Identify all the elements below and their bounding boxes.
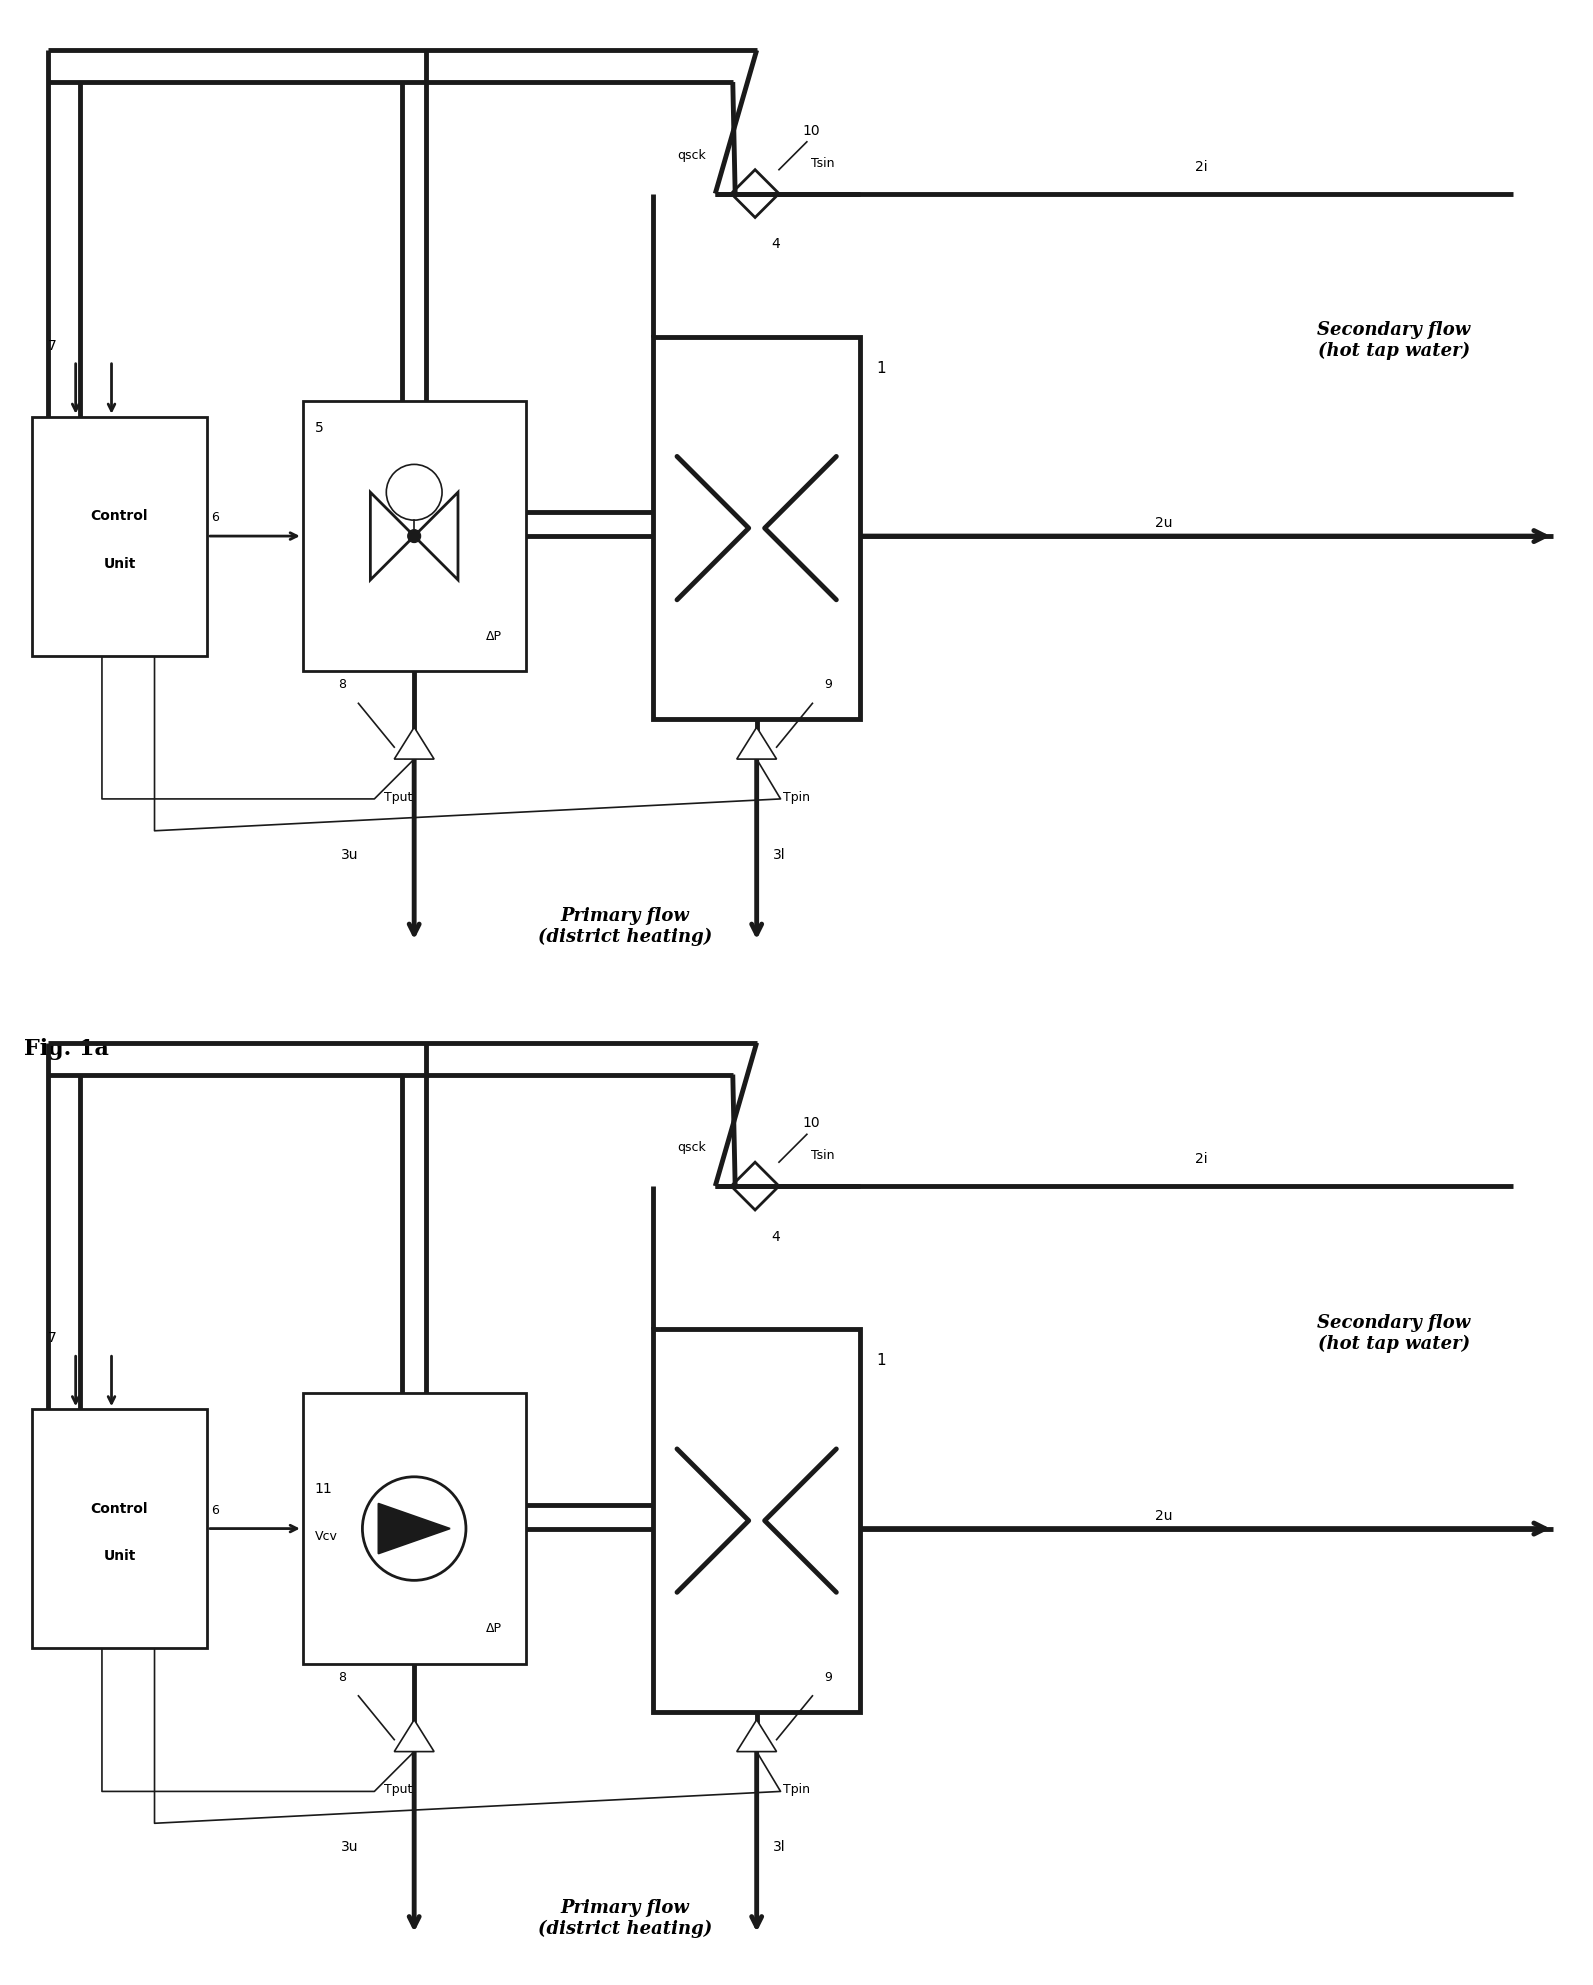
Polygon shape (395, 1719, 433, 1751)
Text: 3l: 3l (773, 1840, 785, 1854)
Text: 9: 9 (825, 679, 832, 691)
Text: 5: 5 (315, 421, 323, 435)
Text: qsck: qsck (677, 1141, 706, 1153)
Text: Secondary flow
(hot tap water): Secondary flow (hot tap water) (1317, 1314, 1470, 1354)
Text: 7: 7 (48, 339, 56, 353)
Text: 4: 4 (771, 1231, 779, 1245)
Text: 2u: 2u (1155, 1509, 1172, 1522)
Text: 1: 1 (876, 361, 886, 375)
Text: 1: 1 (876, 1354, 886, 1368)
Text: 11: 11 (315, 1481, 333, 1497)
Text: 9: 9 (825, 1671, 832, 1683)
Text: Primary flow
(district heating): Primary flow (district heating) (538, 907, 712, 947)
Text: Tput: Tput (384, 1783, 413, 1796)
Bar (32, 417, 207, 655)
Polygon shape (395, 727, 433, 758)
Bar (303, 401, 526, 671)
Text: 3l: 3l (773, 848, 785, 861)
Polygon shape (738, 1719, 777, 1751)
Text: 2u: 2u (1155, 516, 1172, 530)
Text: 4: 4 (771, 238, 779, 252)
Text: ΔP: ΔP (486, 629, 502, 643)
Text: Tpin: Tpin (784, 790, 809, 804)
Text: ΔP: ΔP (486, 1622, 502, 1636)
Text: Primary flow
(district heating): Primary flow (district heating) (538, 1900, 712, 1939)
Text: 2i: 2i (1195, 159, 1207, 173)
Text: 10: 10 (803, 123, 820, 137)
Text: 8: 8 (338, 1671, 347, 1683)
Text: Tsin: Tsin (811, 157, 835, 169)
Text: 3u: 3u (341, 848, 358, 861)
Text: Secondary flow
(hot tap water): Secondary flow (hot tap water) (1317, 322, 1470, 361)
Circle shape (408, 530, 421, 542)
Polygon shape (738, 727, 777, 758)
Bar (653, 337, 860, 719)
Text: 6: 6 (212, 510, 218, 524)
Text: qsck: qsck (677, 149, 706, 161)
Bar (303, 1393, 526, 1663)
Text: Fig. 1a: Fig. 1a (24, 1038, 108, 1060)
Text: Tput: Tput (384, 790, 413, 804)
Text: 8: 8 (338, 679, 347, 691)
Text: 6: 6 (212, 1503, 218, 1517)
Bar (653, 1330, 860, 1711)
Text: Control: Control (91, 1503, 148, 1517)
Text: Tsin: Tsin (811, 1149, 835, 1161)
Bar (32, 1409, 207, 1648)
Text: 10: 10 (803, 1116, 820, 1129)
Text: Vcv: Vcv (315, 1530, 338, 1542)
Polygon shape (379, 1503, 451, 1554)
Text: 7: 7 (48, 1332, 56, 1346)
Text: Unit: Unit (104, 1550, 135, 1564)
Text: Tpin: Tpin (784, 1783, 809, 1796)
Text: 2i: 2i (1195, 1151, 1207, 1165)
Text: Unit: Unit (104, 558, 135, 572)
Text: 3u: 3u (341, 1840, 358, 1854)
Text: Control: Control (91, 510, 148, 524)
